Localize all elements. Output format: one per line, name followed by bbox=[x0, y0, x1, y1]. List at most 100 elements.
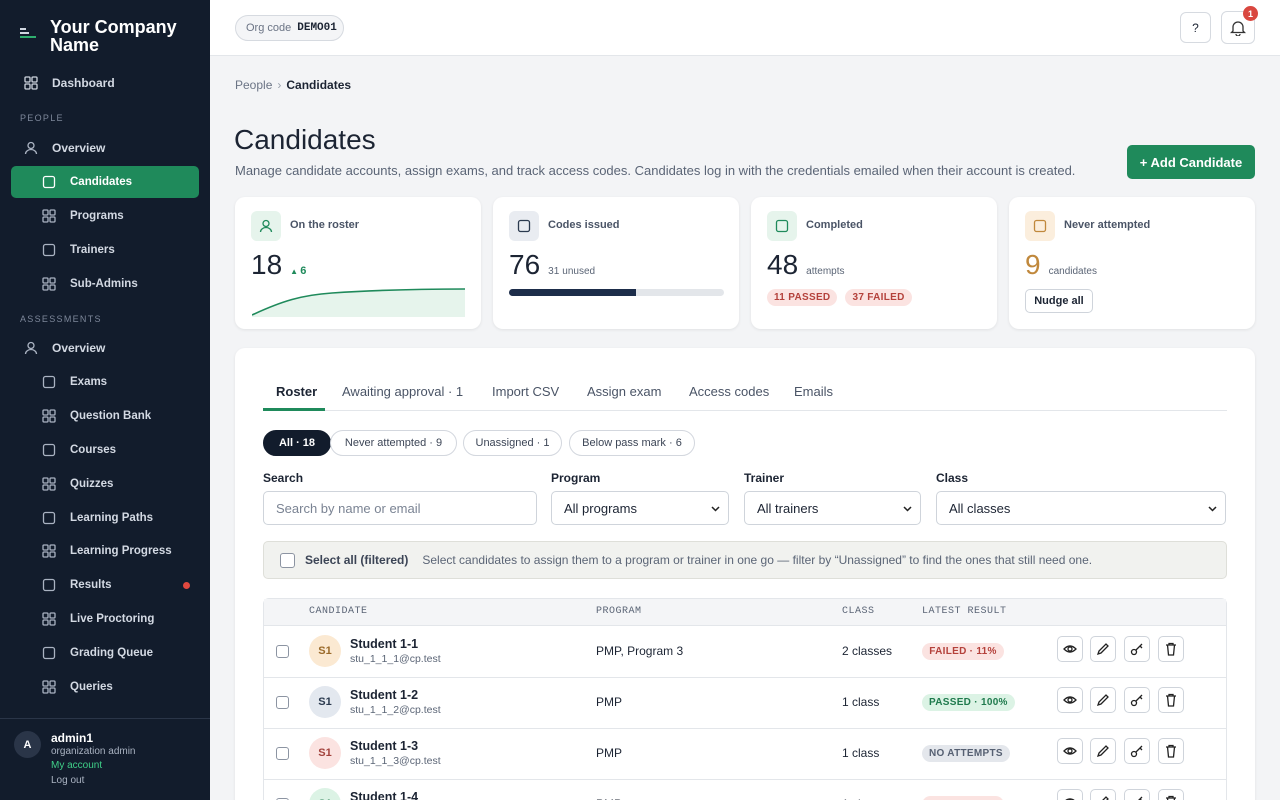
active-highlight bbox=[11, 166, 199, 199]
access-code-button[interactable] bbox=[1124, 687, 1150, 713]
avatar: S1 bbox=[309, 788, 341, 800]
filter-chip[interactable]: Never attempted · 9 bbox=[330, 430, 457, 456]
nav-item[interactable]: Trainers bbox=[42, 234, 115, 266]
delete-button[interactable] bbox=[1158, 636, 1184, 662]
view-button[interactable] bbox=[1057, 789, 1083, 800]
select[interactable]: All classes bbox=[936, 491, 1226, 525]
nav-item[interactable]: Overview bbox=[24, 332, 105, 364]
action-icon bbox=[1102, 796, 1109, 800]
row-divider bbox=[264, 728, 1226, 729]
icon bbox=[42, 277, 56, 291]
nav-label: Grading Queue bbox=[70, 646, 154, 659]
nav-item[interactable]: Results bbox=[42, 569, 112, 601]
field-value: All trainers bbox=[757, 500, 819, 516]
stat-delta: ▲ 6 bbox=[290, 265, 307, 277]
nudge-button[interactable]: Nudge all bbox=[1025, 289, 1093, 313]
bell-icon bbox=[1230, 21, 1246, 36]
filter-chip[interactable]: Unassigned · 1 bbox=[463, 430, 562, 456]
nav-item[interactable]: Programs bbox=[42, 200, 124, 232]
column-header: PROGRAM bbox=[596, 606, 642, 617]
tab[interactable]: Assign exam bbox=[587, 384, 662, 399]
nav-item[interactable]: Question Bank bbox=[42, 400, 151, 432]
org-value: DEMO01 bbox=[297, 22, 337, 34]
my-account-link[interactable]: My account bbox=[51, 760, 103, 771]
sparkline bbox=[252, 288, 465, 317]
tab[interactable]: Access codes bbox=[689, 384, 770, 399]
nav-item[interactable]: Overview bbox=[24, 132, 105, 164]
nav-label: Trainers bbox=[70, 243, 115, 256]
nav-item[interactable]: Queries bbox=[42, 671, 113, 703]
icon bbox=[775, 219, 789, 233]
icon bbox=[1033, 219, 1047, 233]
nav-item[interactable]: Dashboard bbox=[24, 67, 115, 99]
stat-card: On the roster 18 ▲ 6 bbox=[235, 197, 481, 329]
filter-chip[interactable]: All · 18 bbox=[263, 430, 331, 456]
action-icon bbox=[1063, 645, 1077, 653]
view-button[interactable] bbox=[1057, 738, 1083, 764]
logout-link[interactable]: Log out bbox=[51, 775, 85, 786]
action-icon bbox=[1130, 643, 1143, 656]
edit-button[interactable] bbox=[1090, 789, 1116, 800]
nav-item[interactable]: Exams bbox=[42, 366, 107, 398]
nav-label: Exams bbox=[70, 376, 108, 389]
view-button[interactable] bbox=[1057, 636, 1083, 662]
access-code-button[interactable] bbox=[1124, 789, 1150, 800]
field-label: Program bbox=[551, 471, 601, 485]
delete-button[interactable] bbox=[1158, 789, 1184, 800]
tab[interactable]: Roster bbox=[276, 384, 318, 399]
row-checkbox[interactable] bbox=[276, 645, 289, 658]
stat-icon bbox=[251, 211, 281, 241]
row-checkbox[interactable] bbox=[276, 696, 289, 709]
avatar: S1 bbox=[309, 737, 341, 769]
view-button[interactable] bbox=[1057, 687, 1083, 713]
nav-item[interactable]: Courses bbox=[42, 434, 116, 466]
filter-chip[interactable]: Below pass mark · 6 bbox=[569, 430, 695, 456]
help-button[interactable]: ? bbox=[1180, 12, 1211, 43]
crumb[interactable]: People bbox=[235, 78, 273, 92]
tab[interactable]: Emails bbox=[794, 384, 834, 399]
badge-label: FAILED bbox=[867, 292, 905, 303]
checkbox[interactable] bbox=[280, 552, 295, 568]
access-code-button[interactable] bbox=[1124, 636, 1150, 662]
page-description: Manage candidate accounts, assign exams,… bbox=[235, 163, 1076, 178]
crumb: Candidates bbox=[286, 78, 352, 92]
class: 1 class bbox=[842, 746, 880, 760]
edit-button[interactable] bbox=[1090, 636, 1116, 662]
badge-label: PASSED bbox=[788, 292, 831, 303]
icon bbox=[42, 578, 56, 592]
search-input[interactable]: Search by name or email bbox=[263, 491, 537, 525]
add-candidate-button[interactable]: + Add Candidate bbox=[1127, 145, 1255, 179]
delete-button[interactable] bbox=[1158, 738, 1184, 764]
nav-item[interactable]: Quizzes bbox=[42, 468, 113, 500]
select[interactable]: All programs bbox=[551, 491, 729, 525]
nav-item[interactable]: Learning Paths bbox=[42, 502, 153, 534]
edit-button[interactable] bbox=[1090, 738, 1116, 764]
nav-item[interactable]: Grading Queue bbox=[42, 637, 153, 669]
notifications-button[interactable] bbox=[1221, 11, 1255, 44]
select-all-label[interactable]: Select all (filtered) bbox=[305, 553, 409, 567]
row-checkbox[interactable] bbox=[276, 747, 289, 760]
class: 2 classes bbox=[842, 644, 893, 658]
action-icon bbox=[1130, 745, 1143, 758]
delete-button[interactable] bbox=[1158, 687, 1184, 713]
field-label: Trainer bbox=[744, 471, 785, 485]
edit-button[interactable] bbox=[1090, 687, 1116, 713]
stat-value: 48 bbox=[767, 249, 799, 280]
candidate-email: stu_1_1_2@cp.test bbox=[350, 704, 441, 716]
tab[interactable]: Import CSV bbox=[492, 384, 560, 399]
nav-item[interactable]: Candidates bbox=[42, 166, 132, 198]
nav-item[interactable]: Live Proctoring bbox=[42, 603, 154, 635]
stat-unused: 31 bbox=[548, 266, 560, 277]
class: 1 class bbox=[842, 695, 880, 709]
stat-unit: candidates bbox=[1048, 266, 1097, 277]
nav-item[interactable]: Sub-Admins bbox=[42, 268, 138, 300]
access-code-button[interactable] bbox=[1124, 738, 1150, 764]
row-checkbox[interactable] bbox=[276, 798, 289, 800]
nav-item[interactable]: Learning Progress bbox=[42, 535, 172, 567]
nav-label: Learning Progress bbox=[70, 545, 172, 558]
brand: Your Company Name bbox=[50, 17, 177, 55]
tab[interactable]: Awaiting approval · 1 bbox=[342, 384, 464, 399]
select[interactable]: All trainers bbox=[744, 491, 921, 525]
candidate-name: Student 1-3 bbox=[350, 739, 419, 753]
icon bbox=[42, 209, 56, 223]
